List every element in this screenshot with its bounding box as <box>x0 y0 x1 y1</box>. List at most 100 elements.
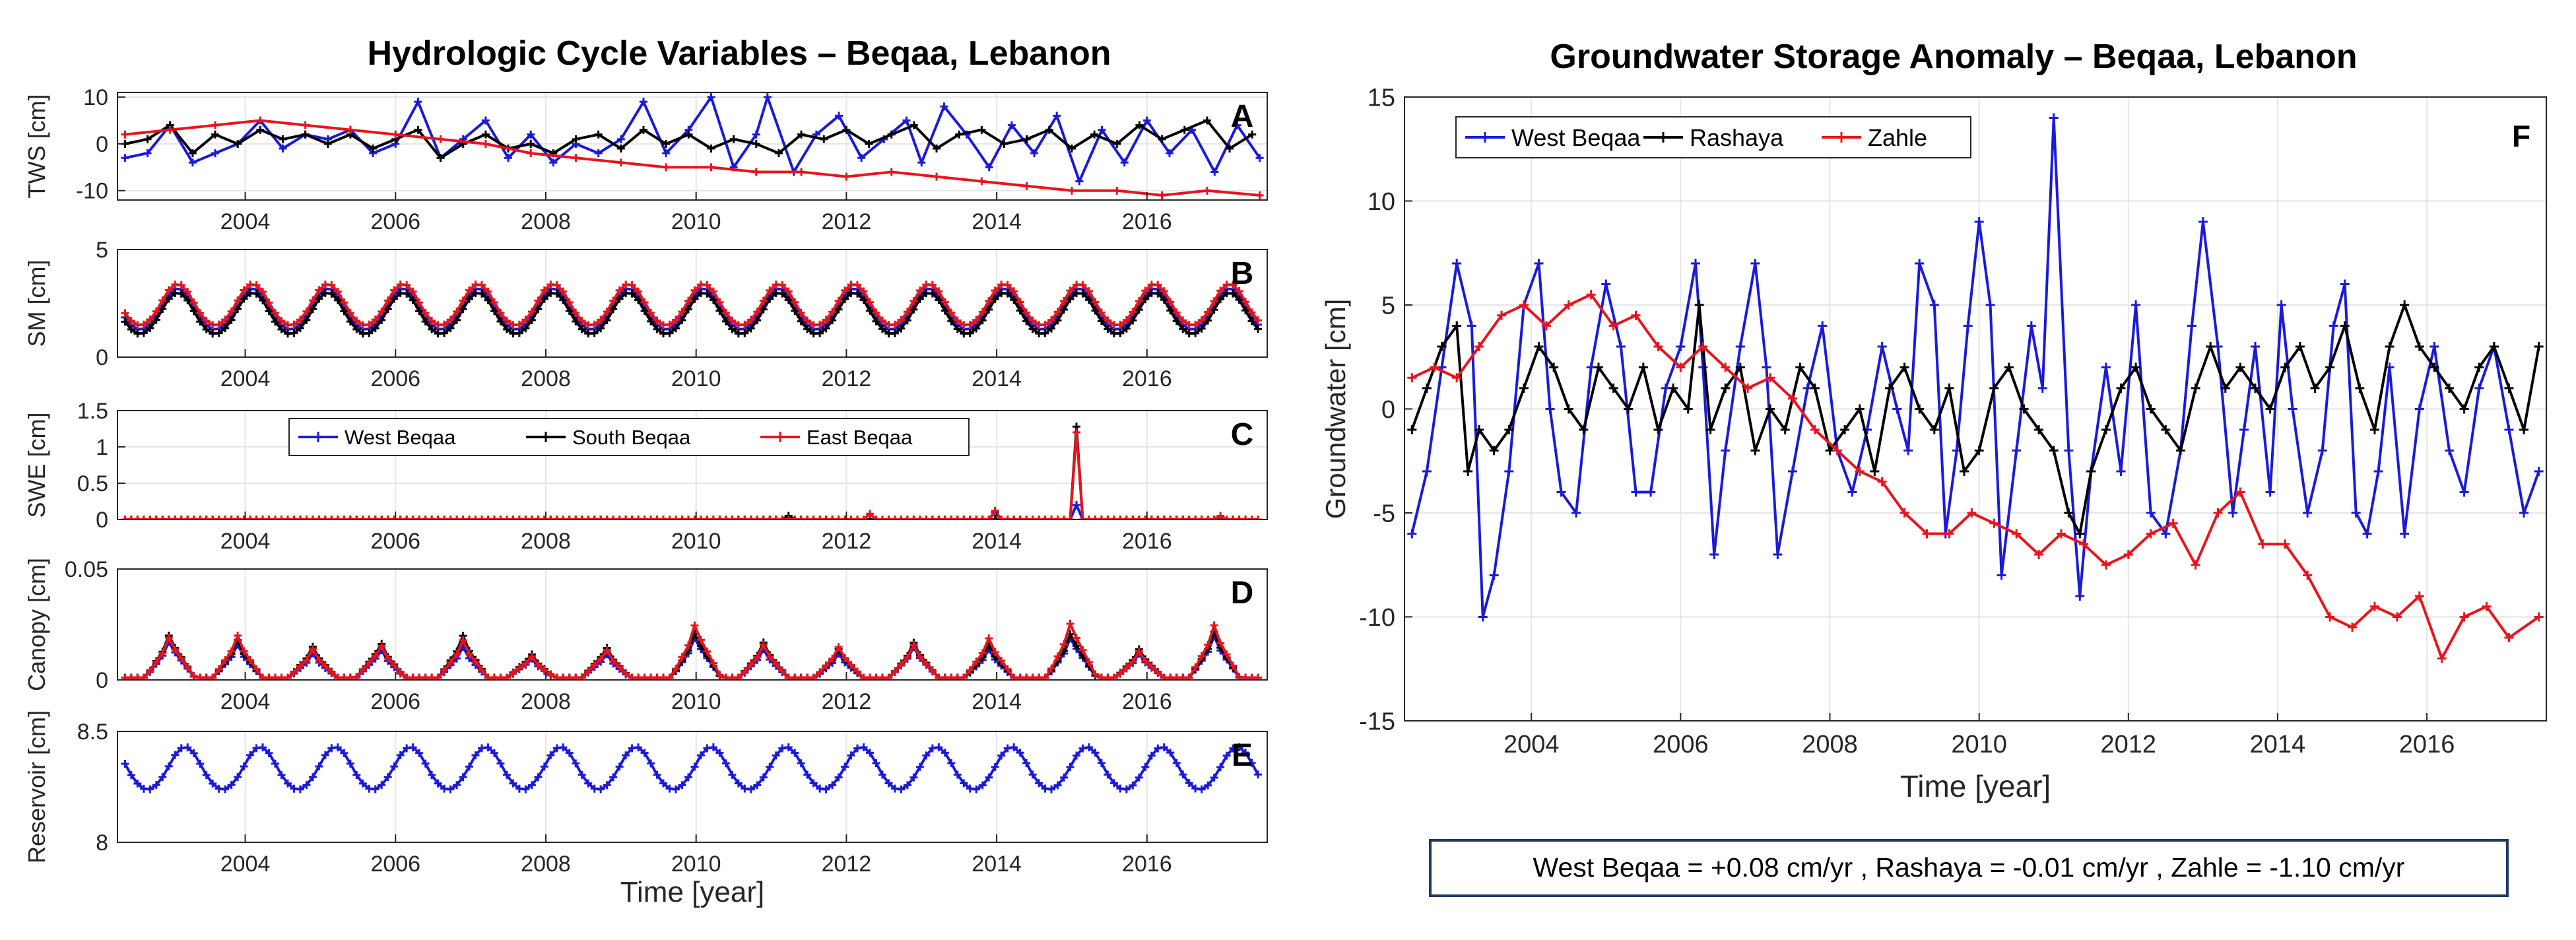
x-tick-label: 2016 <box>1122 366 1172 391</box>
data-point-marker <box>887 168 896 176</box>
data-point-marker <box>1556 487 1566 497</box>
data-point-marker <box>1847 487 1857 497</box>
data-point-marker <box>371 516 380 520</box>
data-point-marker <box>1204 781 1212 789</box>
data-point-marker <box>1944 384 1954 393</box>
data-point-marker <box>540 665 548 674</box>
data-point-marker <box>853 289 862 298</box>
data-point-marker <box>797 168 806 176</box>
y-tick-label: -10 <box>1359 604 1395 632</box>
data-point-marker <box>365 659 374 667</box>
data-point-marker <box>383 654 392 663</box>
data-point-marker <box>978 781 987 789</box>
data-point-marker <box>985 634 993 642</box>
data-point-marker <box>1047 785 1056 793</box>
data-point-marker <box>1787 393 1797 403</box>
data-point-marker <box>121 516 129 520</box>
data-point-marker <box>240 762 248 770</box>
data-point-marker <box>609 773 618 782</box>
data-point-marker <box>1053 308 1062 316</box>
data-point-marker <box>653 325 661 333</box>
data-point-marker <box>741 667 749 676</box>
data-point-marker <box>1676 362 1686 372</box>
data-point-marker <box>1840 425 1850 434</box>
data-point-marker <box>565 307 574 316</box>
data-point-marker <box>784 743 793 752</box>
data-point-marker <box>1877 477 1887 487</box>
footer-trend-text: West Beqaa = +0.08 cm/yr , Rashaya = -0.… <box>1533 852 2405 883</box>
data-point-marker <box>1185 516 1193 520</box>
data-point-marker <box>265 298 273 307</box>
data-point-marker <box>428 325 436 333</box>
data-point-marker <box>383 773 392 782</box>
data-point-marker <box>1608 384 1618 393</box>
data-point-marker <box>340 516 348 520</box>
data-point-marker <box>1222 516 1231 520</box>
data-point-marker <box>997 516 1006 520</box>
data-point-marker <box>835 112 843 120</box>
data-point-marker <box>709 287 717 296</box>
data-point-marker <box>365 320 374 329</box>
data-point-marker <box>1963 321 1973 331</box>
data-point-marker <box>897 660 906 669</box>
data-point-marker <box>834 296 843 305</box>
data-point-marker <box>1204 516 1212 520</box>
data-point-marker <box>1135 121 1144 129</box>
data-point-marker <box>672 324 680 333</box>
data-point-marker <box>259 743 267 752</box>
data-point-marker <box>1028 325 1037 333</box>
series-line-east-beqaa <box>125 620 1258 679</box>
data-point-marker <box>734 779 743 788</box>
data-point-marker <box>1016 516 1024 520</box>
data-point-marker <box>240 286 248 294</box>
data-point-marker <box>546 671 555 679</box>
data-point-marker <box>2519 425 2529 434</box>
data-point-marker <box>188 149 197 158</box>
data-point-marker <box>502 770 511 779</box>
data-point-marker <box>1222 751 1231 760</box>
data-point-marker <box>527 130 535 139</box>
data-point-marker <box>139 516 148 520</box>
data-point-marker <box>1122 663 1131 672</box>
data-point-marker <box>2161 425 2171 434</box>
data-point-marker <box>1060 516 1069 520</box>
data-point-marker <box>809 516 818 520</box>
data-point-marker <box>791 306 799 315</box>
data-point-marker <box>546 751 555 760</box>
data-point-marker <box>1091 306 1100 315</box>
data-point-marker <box>521 516 530 520</box>
data-point-marker <box>753 308 762 316</box>
data-point-marker <box>1709 550 1719 559</box>
data-point-marker <box>2037 384 2047 393</box>
data-point-marker <box>1235 743 1243 752</box>
data-point-marker <box>1203 116 1211 125</box>
data-point-marker <box>1694 300 1704 310</box>
data-point-marker <box>1474 425 1484 434</box>
data-point-marker <box>252 289 261 298</box>
data-point-marker <box>690 762 699 771</box>
data-point-marker <box>572 759 580 768</box>
y-tick-label: -10 <box>76 179 108 204</box>
panel-A: 2004 2006 2008 2010 2012 2014 2016 -10 0 10 TWS [c… <box>23 85 1268 234</box>
data-point-marker <box>972 785 981 793</box>
data-point-marker <box>521 316 530 324</box>
data-point-marker <box>772 659 780 668</box>
data-point-marker <box>1210 621 1218 630</box>
data-point-marker <box>2445 446 2455 455</box>
data-point-marker <box>565 749 574 757</box>
data-point-marker <box>403 289 411 298</box>
data-point-marker <box>728 770 737 779</box>
data-point-marker <box>549 158 558 167</box>
data-point-marker <box>465 286 474 294</box>
data-point-marker <box>333 516 342 520</box>
data-point-marker <box>465 762 474 771</box>
data-point-marker <box>1075 177 1084 185</box>
data-point-marker <box>1122 516 1131 520</box>
data-point-marker <box>933 172 941 181</box>
data-point-marker <box>1091 298 1100 306</box>
data-point-marker <box>1179 516 1187 520</box>
y-tick-label: 15 <box>1368 84 1395 112</box>
data-point-marker <box>2459 404 2469 414</box>
data-point-marker <box>884 673 893 680</box>
data-point-marker <box>2198 217 2208 226</box>
